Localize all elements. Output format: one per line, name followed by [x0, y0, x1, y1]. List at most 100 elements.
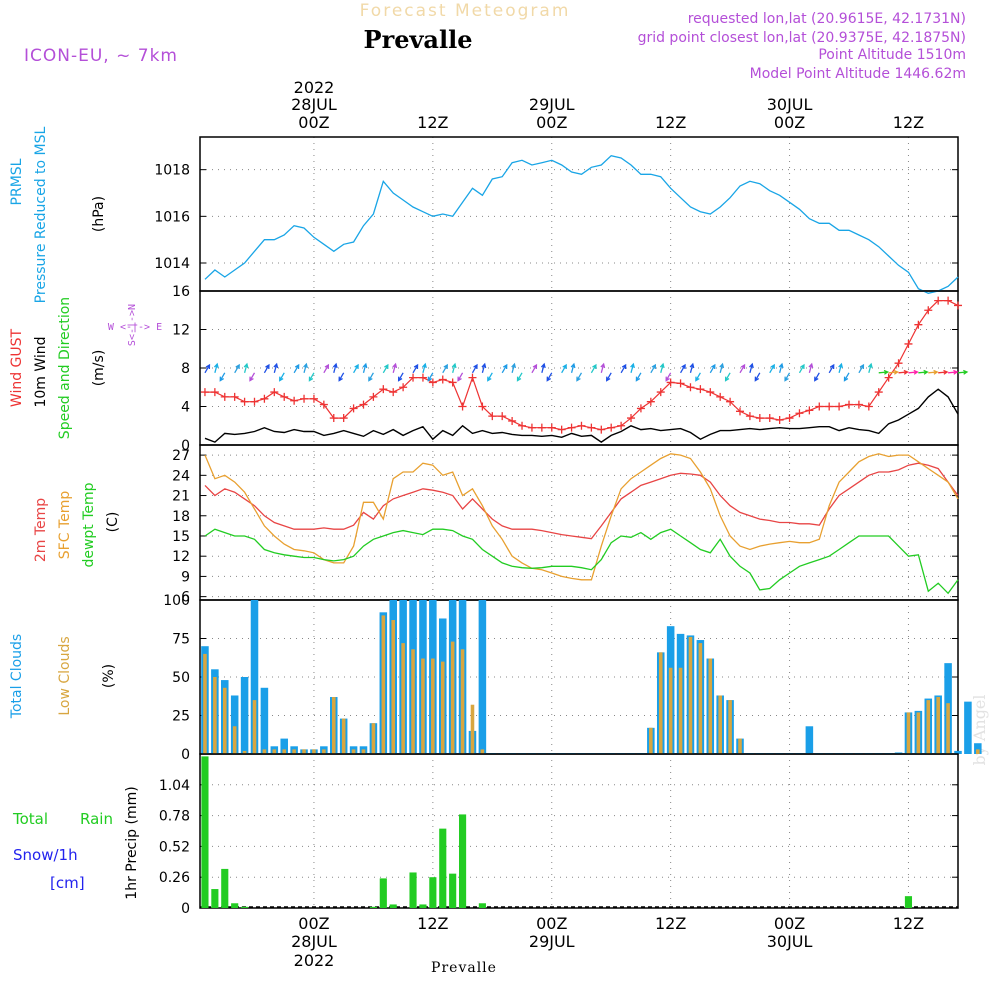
- low-cloud-bar: [658, 652, 663, 754]
- top-hour-label: 12Z: [893, 113, 924, 132]
- gust-marker: [795, 409, 804, 418]
- gust-marker: [240, 397, 249, 406]
- sfc-legend: SFC Temp: [57, 491, 73, 560]
- wind-direction-arrow: [501, 363, 508, 374]
- dewpt-line: [204, 528, 959, 595]
- wind-direction-arrow: [392, 362, 398, 373]
- wind-direction-arrow: [620, 363, 627, 374]
- wind-direction-arrow: [600, 362, 606, 373]
- wind-unit: (m/s): [91, 350, 107, 387]
- gust-marker: [280, 392, 289, 401]
- gust-marker: [914, 320, 923, 329]
- gust-marker: [954, 301, 962, 310]
- wind-direction-arrow: [338, 372, 345, 382]
- wind-direction-arrow: [382, 363, 389, 374]
- low-cloud-bar: [401, 643, 405, 754]
- y-tick-label: 0: [181, 901, 190, 917]
- wind-direction-arrow: [263, 363, 270, 374]
- wind-direction-arrow: [843, 372, 850, 382]
- low-cloud-bar: [292, 749, 296, 754]
- low-cloud-bar: [678, 667, 683, 754]
- wind-direction-arrow: [590, 363, 597, 374]
- gust-marker: [617, 421, 626, 430]
- gust-marker: [349, 404, 358, 413]
- top-hour-label: 12Z: [655, 113, 686, 132]
- gust-marker: [418, 373, 427, 382]
- y-tick-label: 0: [181, 747, 190, 763]
- total-cloud-bar: [230, 695, 239, 754]
- gust-marker: [755, 414, 764, 423]
- total-cloud-bar: [260, 687, 269, 754]
- rain-bar: [369, 906, 377, 908]
- gust-marker: [765, 414, 774, 423]
- gust-marker: [270, 388, 279, 397]
- wind-direction-arrow: [243, 362, 249, 373]
- wind-direction-arrow: [481, 362, 487, 373]
- y-tick-label: 8: [181, 361, 190, 377]
- total-cloud-bar: [894, 752, 903, 754]
- y-tick-label: 0.52: [159, 839, 190, 855]
- wind-direction-legend: Speed and Direction: [57, 297, 73, 439]
- wind-direction-arrow: [576, 372, 583, 382]
- y-tick-label: 16: [172, 284, 190, 300]
- panel-frame: [199, 753, 959, 909]
- y-tick-label: 1016: [154, 209, 190, 225]
- wind-direction-arrow: [234, 363, 240, 374]
- wind-direction-arrow: [784, 372, 791, 382]
- wind-direction-arrow: [427, 372, 434, 382]
- y-tick-label: 12: [172, 549, 190, 565]
- wind-direction-arrow: [778, 362, 784, 373]
- pressure-legend-line1: PRMSL: [9, 158, 25, 205]
- low-cloud-bar: [381, 615, 386, 754]
- rain-bar: [409, 872, 417, 908]
- top-hour-label: 00Z: [774, 113, 805, 132]
- wind-direction-arrow: [928, 369, 939, 375]
- wind-direction-arrow: [814, 372, 820, 382]
- wind-legend: 10m Wind: [33, 336, 49, 407]
- gust-marker: [339, 414, 348, 423]
- top-date-label: 29JUL: [529, 95, 575, 114]
- y-tick-label: 1.04: [159, 778, 190, 794]
- model-altitude: Model Point Altitude 1446.62m: [750, 66, 966, 82]
- low-clouds-legend: Low Clouds: [57, 636, 73, 715]
- gust-marker: [329, 414, 338, 423]
- bottom-hour-label: 12Z: [417, 914, 448, 933]
- gust-marker: [260, 394, 269, 403]
- y-tick-label: 9: [181, 569, 190, 585]
- wind-direction-arrow: [422, 362, 427, 373]
- low-cloud-bar: [926, 700, 931, 754]
- wind-direction-arrow: [754, 372, 761, 382]
- snow-unit: [cm]: [50, 874, 85, 892]
- wind-direction-arrow: [749, 362, 754, 373]
- low-cloud-bar: [450, 641, 455, 754]
- low-cloud-bar: [331, 697, 336, 754]
- top-hour-label: 12Z: [417, 113, 448, 132]
- gust-marker: [369, 392, 378, 401]
- cloud-unit: (%): [101, 664, 117, 688]
- rain-bar: [429, 877, 437, 908]
- rain-bar: [389, 904, 397, 908]
- y-tick-label: 25: [172, 709, 190, 725]
- wind-direction-arrow: [219, 372, 226, 382]
- wind-direction-arrow: [635, 372, 642, 382]
- y-tick-label: 1018: [154, 163, 190, 179]
- temp-unit: (C): [105, 512, 121, 533]
- gust-marker: [815, 402, 824, 411]
- gust-marker: [468, 373, 477, 382]
- low-cloud-bar: [232, 726, 237, 754]
- gust-marker: [200, 388, 209, 397]
- gust-marker: [894, 359, 903, 368]
- wind-direction-arrow: [828, 363, 835, 374]
- low-cloud-bar: [916, 712, 921, 754]
- gust-marker: [409, 373, 418, 382]
- wind-direction-arrow: [303, 362, 308, 373]
- low-cloud-bar: [688, 636, 693, 754]
- gust-marker: [290, 396, 299, 405]
- gust-marker: [309, 394, 318, 403]
- gust-marker: [726, 397, 735, 406]
- bottom-hour-label: 12Z: [655, 914, 686, 933]
- low-cloud-bar: [252, 700, 257, 754]
- top-date-label: 28JUL: [291, 95, 337, 114]
- wind-direction-arrow: [397, 372, 404, 382]
